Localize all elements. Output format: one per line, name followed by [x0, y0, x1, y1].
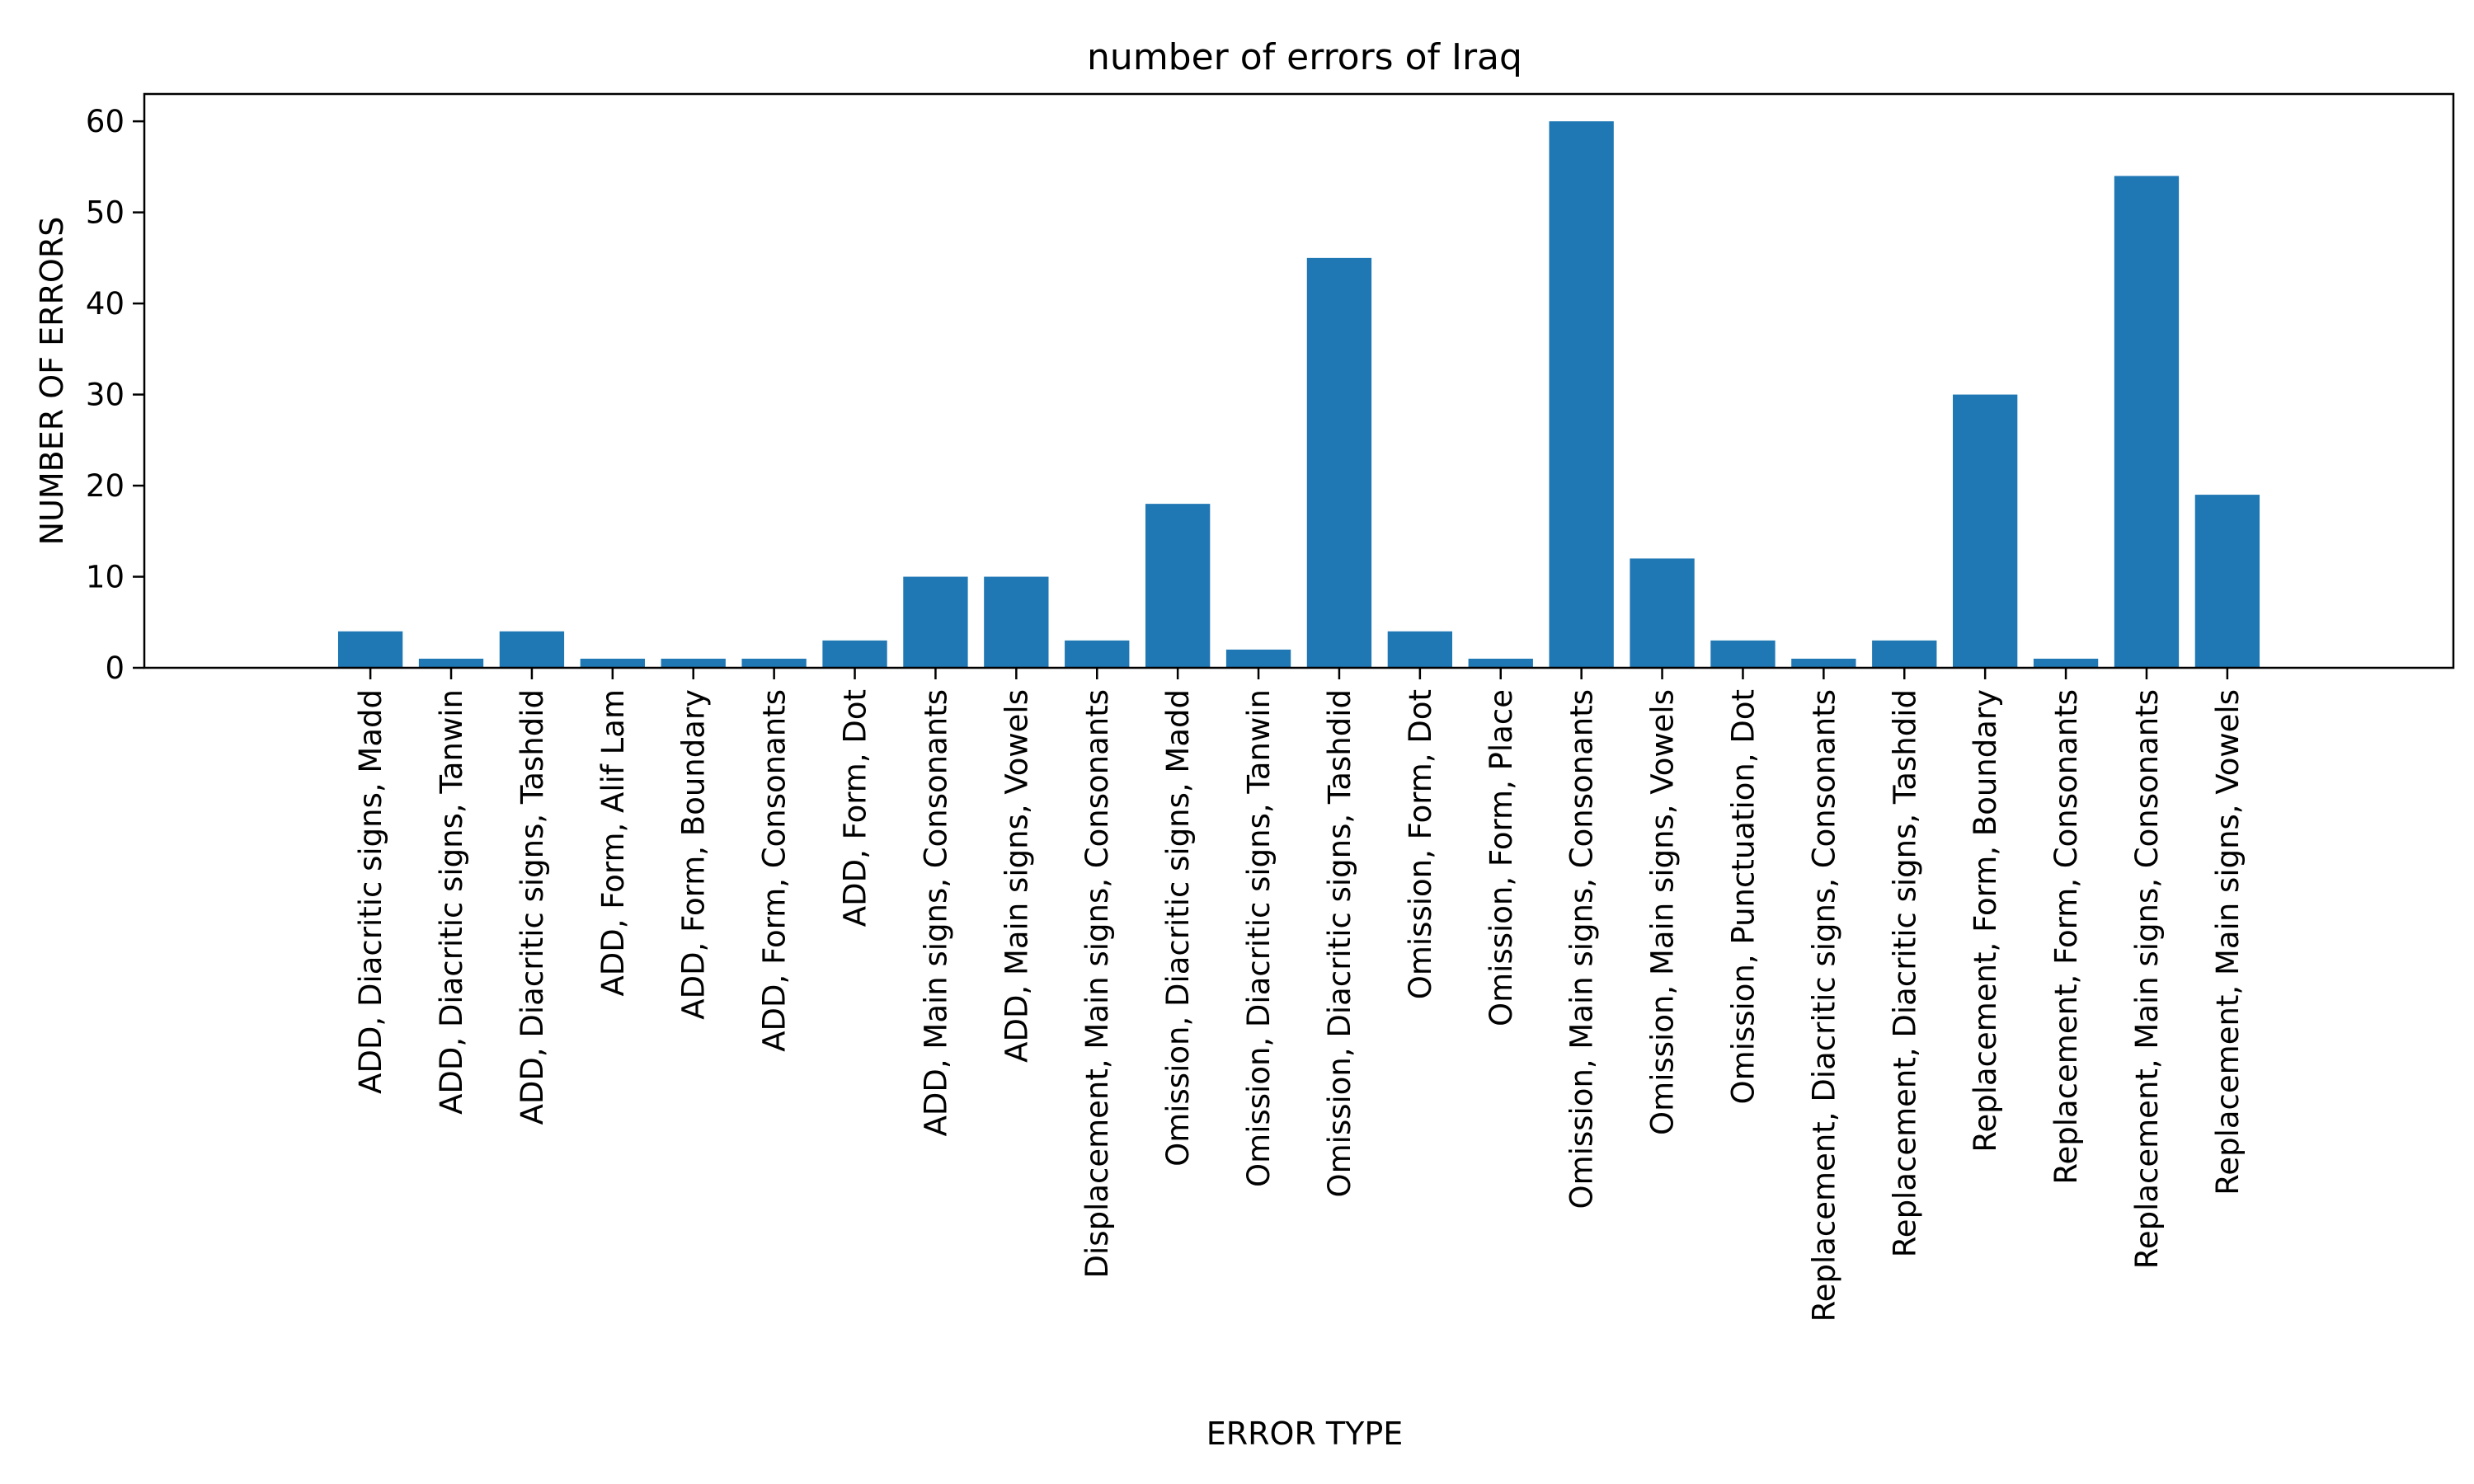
bar	[1953, 394, 2018, 668]
bar	[1468, 658, 1533, 668]
x-tick-label: Replacement, Form, Consonants	[2048, 689, 2084, 1185]
bar	[1872, 640, 1937, 668]
bar	[1225, 649, 1291, 668]
bar	[2194, 495, 2260, 668]
bar	[2114, 176, 2180, 668]
bar	[741, 658, 807, 668]
x-tick-label: ADD, Main signs, Vowels	[999, 689, 1034, 1063]
bar	[1306, 257, 1372, 668]
x-tick-label: Displacement, Main signs, Consonants	[1079, 689, 1115, 1278]
x-tick-label: Omission, Diacritic signs, Tanwin	[1241, 689, 1277, 1187]
y-tick-label: 40	[86, 286, 125, 322]
x-tick-label: ADD, Form, Alif Lam	[595, 689, 631, 997]
y-axis-label: NUMBER OF ERRORS	[34, 217, 70, 546]
x-tick-label: Omission, Diacritic signs, Tashdid	[1322, 689, 1357, 1197]
bar	[1630, 558, 1695, 668]
y-tick-label: 60	[86, 104, 125, 139]
bar	[1549, 121, 1614, 669]
x-tick-label: Omission, Diacritic signs, Madd	[1160, 689, 1196, 1167]
bar	[984, 576, 1049, 668]
x-tick-label: Omission, Form, Dot	[1403, 689, 1438, 999]
x-tick-label: ADD, Form, Boundary	[676, 689, 712, 1020]
bar	[499, 631, 565, 668]
bar	[2033, 658, 2099, 668]
bar	[1710, 640, 1776, 668]
y-tick-label: 30	[86, 378, 125, 413]
bar	[337, 631, 403, 668]
x-tick-label: Omission, Punctuation, Dot	[1725, 689, 1761, 1104]
y-tick-label: 10	[86, 560, 125, 595]
bar	[580, 658, 645, 668]
bar	[1387, 631, 1453, 668]
bar	[661, 658, 726, 668]
chart-title: number of errors of Iraq	[1087, 36, 1522, 78]
x-tick-label: Replacement, Form, Boundary	[1968, 689, 2003, 1153]
bar	[903, 576, 968, 668]
y-tick-label: 20	[86, 468, 125, 504]
x-tick-label: ADD, Diacritic signs, Tanwin	[434, 689, 469, 1115]
x-tick-label: ADD, Main signs, Consonants	[918, 689, 953, 1136]
x-tick-label: ADD, Diacritic signs, Tashdid	[515, 689, 550, 1125]
bar	[822, 640, 887, 668]
x-axis-label: ERROR TYPE	[1206, 1416, 1404, 1452]
x-tick-label: ADD, Form, Consonants	[757, 689, 793, 1052]
x-tick-label: Replacement, Main signs, Vowels	[2210, 689, 2246, 1195]
bars-group	[337, 121, 2260, 669]
x-tick-label: Omission, Main signs, Vowels	[1645, 689, 1681, 1135]
x-tick-label: Omission, Form, Place	[1484, 689, 1519, 1026]
x-tick-label: Replacement, Diacritic signs, Consonants	[1806, 689, 1841, 1322]
bar	[1065, 640, 1130, 668]
y-tick-label: 0	[105, 650, 125, 686]
x-tick-label: Omission, Main signs, Consonants	[1564, 689, 1600, 1209]
x-tick-label: Replacement, Diacritic signs, Tashdid	[1887, 689, 1922, 1257]
x-tick-label: ADD, Diacritic signs, Madd	[353, 689, 388, 1094]
x-axis-ticks: ADD, Diacritic signs, Madd ADD, Diacritic…	[353, 668, 2246, 1322]
bar	[1791, 658, 1856, 668]
y-tick-label: 50	[86, 195, 125, 231]
y-axis-ticks: 0 10 20 30 40 50 60	[86, 104, 144, 686]
x-tick-label: Replacement, Main signs, Consonants	[2129, 689, 2165, 1269]
bar	[418, 658, 484, 668]
bar	[1145, 504, 1211, 668]
plot-frame	[143, 92, 2455, 669]
x-tick-label: ADD, Form, Dot	[838, 689, 873, 927]
